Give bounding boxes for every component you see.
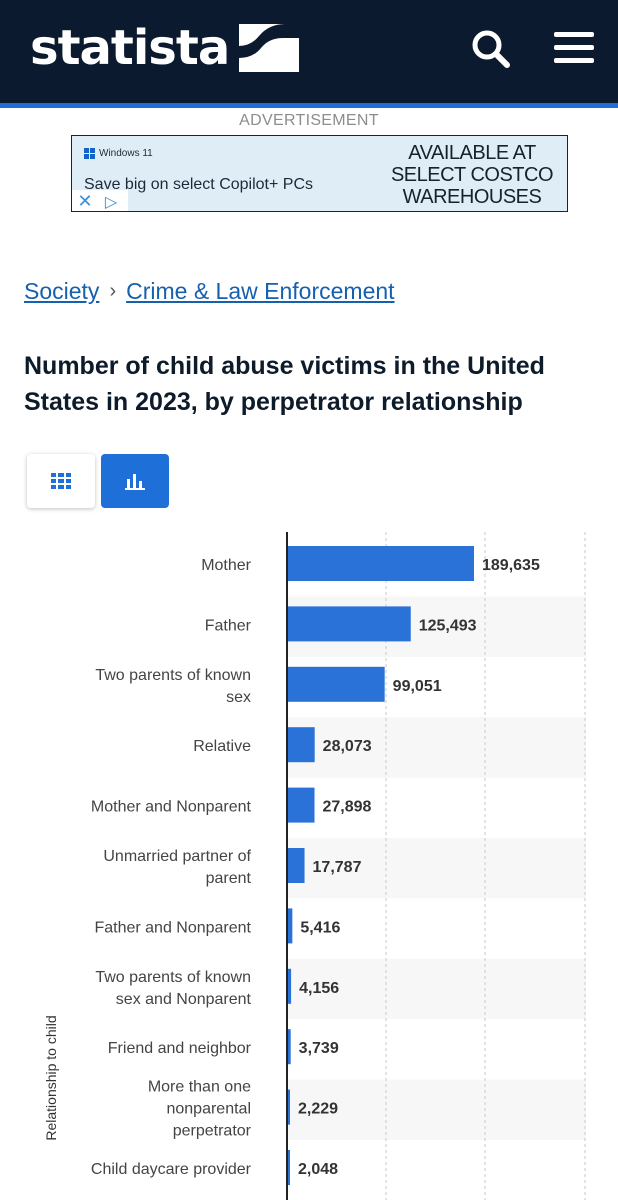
category-label: sex xyxy=(226,689,251,706)
ad-headline: Save big on select Copilot+ PCs xyxy=(84,176,314,193)
bar xyxy=(287,546,474,581)
close-icon[interactable]: ✕ xyxy=(77,191,93,211)
ad-brand: Windows 11 xyxy=(99,148,153,159)
data-label: 189,635 xyxy=(482,557,540,574)
page-title: Number of child abuse victims in the Uni… xyxy=(24,352,545,416)
search-icon xyxy=(472,30,510,68)
statista-logo-icon xyxy=(239,24,300,72)
chart-view-button[interactable] xyxy=(101,454,169,508)
data-label: 4,156 xyxy=(299,980,339,997)
bar xyxy=(287,666,385,702)
ad-cta-line: WAREHOUSES xyxy=(402,186,542,208)
row-band xyxy=(287,958,586,1020)
bar xyxy=(287,727,315,763)
category-label: Unmarried partner of xyxy=(103,848,251,865)
bar-chart-icon xyxy=(125,474,145,490)
logo-text: statista xyxy=(30,20,230,76)
ad-cta-line: AVAILABLE AT xyxy=(408,142,536,164)
category-label: Father and Nonparent xyxy=(94,919,251,936)
ad-cta: AVAILABLE AT SELECT COSTCO WAREHOUSES xyxy=(384,142,560,208)
advertisement-label: ADVERTISEMENT xyxy=(239,112,379,129)
bar xyxy=(287,848,305,883)
category-label: Two parents of known xyxy=(95,667,251,684)
y-axis-title: Relationship to child xyxy=(43,1015,59,1140)
category-label: Friend and neighbor xyxy=(108,1040,252,1057)
category-label: nonparental xyxy=(166,1101,251,1118)
breadcrumb: Society › Crime & Law Enforcement xyxy=(24,278,395,305)
bar xyxy=(287,1029,291,1065)
data-label: 2,229 xyxy=(298,1101,338,1118)
row-band xyxy=(287,838,586,899)
category-label: parent xyxy=(206,870,252,887)
category-label: Relative xyxy=(193,738,251,755)
data-label: 17,787 xyxy=(313,859,362,876)
data-label: 27,898 xyxy=(323,799,372,816)
adchoices-icon[interactable]: ▷ xyxy=(104,193,118,211)
search-button[interactable] xyxy=(468,26,512,70)
category-label: Mother and Nonparent xyxy=(91,799,252,816)
windows-logo-icon xyxy=(84,148,95,159)
category-label: perpetrator xyxy=(173,1123,252,1140)
breadcrumb-link-society[interactable]: Society xyxy=(24,278,100,304)
row-band xyxy=(287,1079,586,1140)
view-toggle xyxy=(27,454,169,508)
ad-choices: ✕ ▷ xyxy=(72,190,128,211)
bar-chart: 189,635 Mother 125,493 Father 99,051 Two pare… xyxy=(43,532,586,1200)
windows-brand: Windows 11 xyxy=(84,148,153,159)
data-label: 5,416 xyxy=(300,919,340,936)
data-label: 125,493 xyxy=(419,617,477,634)
data-label: 2,048 xyxy=(298,1161,338,1178)
category-label: Father xyxy=(205,617,252,634)
breadcrumb-link-crime-law-enforcement[interactable]: Crime & Law Enforcement xyxy=(126,278,395,304)
menu-button[interactable] xyxy=(552,26,596,70)
data-label: 3,739 xyxy=(299,1040,339,1057)
data-label: 28,073 xyxy=(323,738,372,755)
bar xyxy=(287,606,411,642)
bar xyxy=(287,968,292,1004)
bar xyxy=(287,787,315,823)
category-label: Mother xyxy=(201,557,251,574)
bar xyxy=(287,908,293,944)
data-label: 99,051 xyxy=(393,678,442,695)
category-label: Two parents of known xyxy=(95,969,251,986)
header-accent-line xyxy=(0,103,618,108)
table-view-button[interactable] xyxy=(27,454,95,508)
table-grid-icon xyxy=(51,473,71,489)
hamburger-menu-icon xyxy=(554,32,594,63)
breadcrumb-separator: › xyxy=(109,280,117,302)
category-label: More than one xyxy=(148,1079,251,1096)
top-navigation-bar: statista xyxy=(0,0,618,103)
ad-banner[interactable]: Windows 11 Save big on select Copilot+ P… xyxy=(71,135,568,212)
bar xyxy=(287,1089,290,1125)
statista-logo[interactable]: statista xyxy=(30,18,300,78)
category-label: Child daycare provider xyxy=(91,1161,252,1178)
row-band xyxy=(287,717,586,778)
category-label: sex and Nonparent xyxy=(116,991,252,1008)
ad-cta-line: SELECT COSTCO xyxy=(390,164,554,186)
bar xyxy=(287,1150,290,1185)
